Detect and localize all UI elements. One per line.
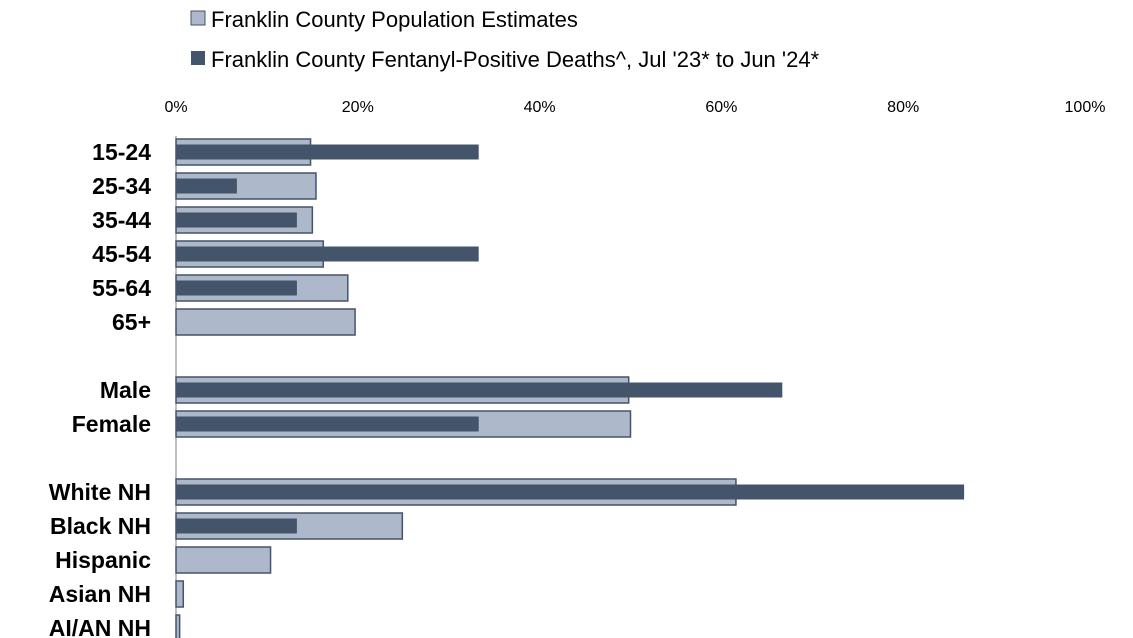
legend: Franklin County Population Estimates Fra… bbox=[190, 7, 820, 72]
x-tick-label: 0% bbox=[164, 99, 187, 116]
category-label: AI/AN NH bbox=[49, 615, 151, 638]
x-tick-label: 80% bbox=[887, 99, 919, 116]
x-tick-label: 100% bbox=[1065, 99, 1106, 116]
category-label: Female bbox=[72, 411, 151, 437]
bar-fentanyl-deaths bbox=[176, 382, 783, 398]
category-label: Male bbox=[100, 377, 151, 403]
legend-swatch-population bbox=[190, 10, 206, 26]
x-axis-ticks: 0% 20% 40% 60% 80% 100% bbox=[164, 99, 1105, 116]
category-label: Black NH bbox=[50, 513, 151, 539]
category-label: 65+ bbox=[112, 309, 151, 335]
category-label: Asian NH bbox=[49, 581, 151, 607]
category-label: 35-44 bbox=[92, 207, 151, 233]
legend-swatch-deaths bbox=[191, 51, 205, 65]
legend-label-deaths: Franklin County Fentanyl-Positive Deaths… bbox=[211, 47, 820, 72]
bar-fentanyl-deaths bbox=[176, 246, 479, 262]
bars bbox=[175, 138, 965, 638]
x-tick-label: 20% bbox=[342, 99, 374, 116]
category-label: 25-34 bbox=[92, 173, 151, 199]
x-tick-label: 60% bbox=[705, 99, 737, 116]
category-label: Hispanic bbox=[55, 547, 151, 573]
category-label: 15-24 bbox=[92, 139, 151, 165]
bar-fentanyl-deaths bbox=[176, 416, 479, 432]
category-labels: 15-24 25-34 35-44 45-54 55-64 65+ Male Female Wh… bbox=[49, 139, 151, 638]
bar-fentanyl-deaths bbox=[176, 144, 479, 160]
bar-population bbox=[175, 308, 356, 336]
legend-label-population: Franklin County Population Estimates bbox=[211, 7, 578, 32]
bar-fentanyl-deaths bbox=[176, 280, 297, 296]
bar-population bbox=[175, 580, 185, 608]
category-label: White NH bbox=[49, 479, 151, 505]
bar-population bbox=[175, 546, 272, 574]
bar-fentanyl-deaths bbox=[176, 518, 297, 534]
bar-population bbox=[175, 614, 181, 638]
x-tick-label: 40% bbox=[524, 99, 556, 116]
bar-fentanyl-deaths bbox=[176, 484, 965, 500]
bar-fentanyl-deaths bbox=[176, 178, 237, 194]
category-label: 45-54 bbox=[92, 241, 151, 267]
category-label: 55-64 bbox=[92, 275, 151, 301]
bar-fentanyl-deaths bbox=[176, 212, 297, 228]
